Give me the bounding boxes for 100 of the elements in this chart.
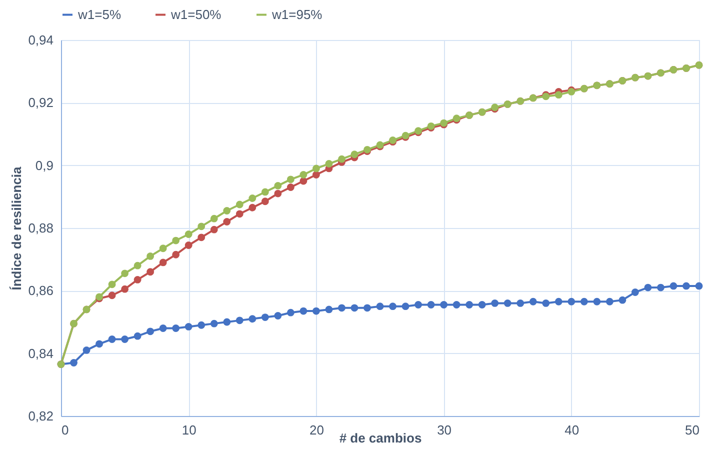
point (159, 244, 167, 252)
point (184, 230, 192, 238)
y-tick-label: 0,82 (28, 408, 54, 424)
legend-label: w1=5% (77, 6, 122, 22)
point (121, 270, 129, 278)
point (236, 210, 244, 218)
point (248, 204, 256, 212)
point (286, 176, 294, 184)
point (172, 324, 180, 332)
point (325, 306, 333, 314)
point (350, 150, 358, 158)
point (248, 315, 256, 323)
point (350, 304, 358, 312)
point (172, 250, 180, 258)
y-tick-label: 0,88 (28, 220, 54, 236)
point (554, 298, 562, 306)
point (274, 182, 282, 190)
legend-label: w1=95% (271, 6, 323, 22)
point (452, 301, 460, 308)
y-tick-label: 0,84 (28, 346, 54, 361)
point (440, 301, 448, 308)
x-tick-label: 0 (62, 422, 69, 438)
point (210, 226, 218, 234)
point (274, 190, 282, 198)
point (325, 160, 333, 168)
point (236, 316, 244, 324)
point (529, 298, 537, 306)
point (82, 346, 90, 354)
point (198, 234, 206, 242)
point (172, 236, 180, 244)
point (108, 292, 116, 300)
point (146, 252, 154, 260)
point (402, 302, 410, 310)
point (300, 171, 308, 178)
point (300, 177, 308, 185)
legend-label: w1=50% (170, 6, 222, 22)
point (670, 282, 678, 290)
y-tick-label: 0,94 (28, 32, 54, 48)
point (134, 262, 142, 270)
point (554, 91, 562, 99)
point (427, 301, 435, 308)
point (312, 307, 320, 315)
point (606, 298, 614, 306)
point (312, 171, 320, 178)
point (580, 298, 588, 306)
point (261, 188, 269, 196)
x-tick-label: 40 (564, 422, 580, 438)
point (338, 155, 346, 163)
x-tick-label: 10 (182, 422, 196, 438)
y-tick-label: 0,92 (28, 95, 54, 110)
point (542, 300, 550, 307)
point (236, 200, 244, 208)
point (389, 302, 396, 310)
point (682, 282, 690, 290)
point (121, 336, 129, 343)
point (108, 336, 116, 343)
point (134, 332, 142, 340)
point (198, 321, 206, 329)
point (184, 323, 192, 330)
point (695, 282, 703, 290)
point (644, 284, 652, 292)
point (618, 296, 626, 304)
point (96, 340, 103, 348)
point (184, 242, 192, 249)
x-tick-label: 20 (309, 422, 324, 438)
point (593, 298, 601, 306)
point (466, 301, 474, 308)
point (70, 359, 78, 366)
point (223, 207, 231, 214)
point (414, 301, 422, 308)
point (478, 301, 486, 308)
point (376, 302, 384, 310)
y-tick-label: 0,86 (28, 283, 54, 298)
y-axis-title: Índice de resiliencia (9, 166, 24, 290)
point (210, 320, 218, 328)
point (146, 268, 154, 276)
point (286, 308, 294, 316)
y-tick-label: 0,9 (35, 158, 54, 173)
point (568, 298, 576, 306)
x-tick-label: 50 (685, 422, 700, 438)
point (223, 318, 231, 326)
point (159, 258, 167, 266)
point (516, 300, 524, 307)
point (364, 304, 371, 312)
point (631, 288, 639, 296)
point (248, 194, 256, 202)
point (198, 222, 206, 230)
point (159, 324, 167, 332)
point (312, 164, 320, 172)
point (657, 284, 664, 292)
point (134, 276, 142, 284)
point (286, 184, 294, 191)
point (504, 300, 512, 307)
point (261, 198, 269, 206)
point (210, 214, 218, 222)
point (274, 312, 282, 320)
x-axis-title: # de cambios (339, 430, 422, 446)
point (261, 314, 269, 321)
point (108, 280, 116, 288)
point (223, 218, 231, 226)
